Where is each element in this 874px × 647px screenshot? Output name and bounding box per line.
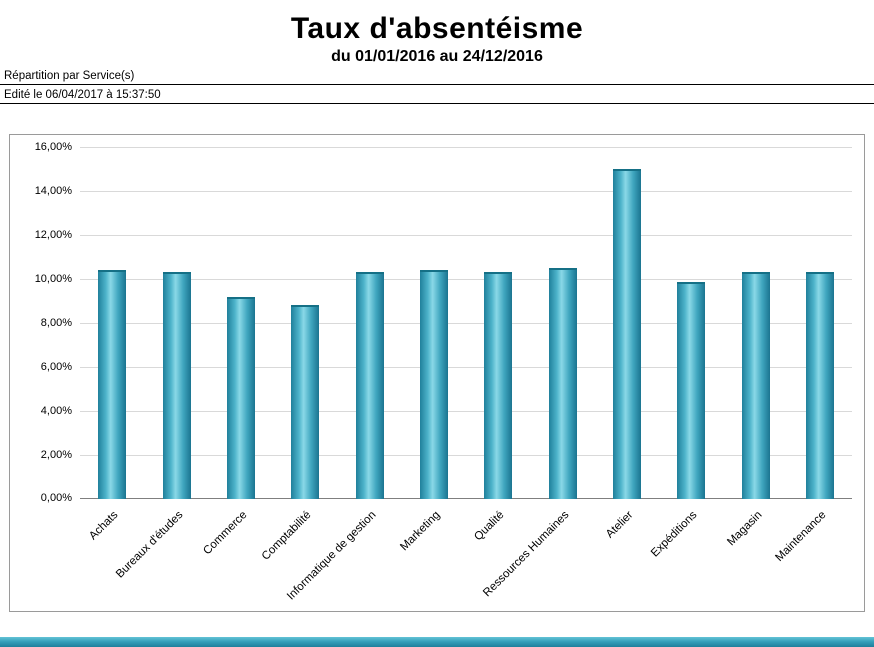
bar-comptabilite: [291, 305, 320, 499]
y-tick-label: 2,00%: [40, 449, 72, 461]
gridline: [80, 367, 852, 368]
y-tick-label: 10,00%: [34, 273, 72, 285]
bar-atelier: [612, 169, 641, 499]
bar-commerce: [226, 296, 255, 499]
gridline: [80, 235, 852, 236]
page-title: Taux d'absentéisme: [290, 12, 584, 45]
footer-accent-bar: [0, 637, 874, 647]
edited-timestamp-label: Edité le 06/04/2017 à 15:37:50: [4, 89, 161, 101]
chart-frame: 0,00% 2,00% 4,00% 6,00% 8,00% 10,00% 12,00% 14,…: [9, 134, 865, 612]
bar-bureaux-d-etudes: [162, 272, 191, 499]
y-tick-label: 0,00%: [40, 492, 72, 504]
gridline: [80, 191, 852, 192]
gridline: [80, 323, 852, 324]
divider-line: [0, 103, 874, 104]
gridline: [80, 411, 852, 412]
y-tick-label: 12,00%: [34, 229, 72, 241]
bar-achats: [98, 270, 127, 499]
y-tick-label: 16,00%: [34, 141, 72, 153]
gridline: [80, 455, 852, 456]
y-tick-label: 4,00%: [40, 405, 72, 417]
page-subtitle: du 01/01/2016 au 24/12/2016: [331, 48, 543, 65]
bar-maintenance: [805, 272, 834, 499]
y-tick-label: 6,00%: [40, 361, 72, 373]
bar-ressources-humaines: [548, 268, 577, 499]
y-tick-label: 14,00%: [34, 185, 72, 197]
plot-area: 0,00% 2,00% 4,00% 6,00% 8,00% 10,00% 12,00% 14,…: [35, 141, 852, 602]
gridline: [80, 279, 852, 280]
bar-marketing: [419, 270, 448, 499]
gridline: [80, 147, 852, 148]
x-axis-line: [80, 498, 852, 499]
y-tick-label: 8,00%: [40, 317, 72, 329]
repartition-label: Répartition par Service(s): [4, 70, 135, 82]
bar-expeditions: [677, 282, 706, 499]
bar-qualite: [484, 272, 513, 499]
divider-line: [0, 84, 874, 85]
bar-magasin: [741, 272, 770, 499]
bar-informatique-de-gestion: [355, 272, 384, 499]
